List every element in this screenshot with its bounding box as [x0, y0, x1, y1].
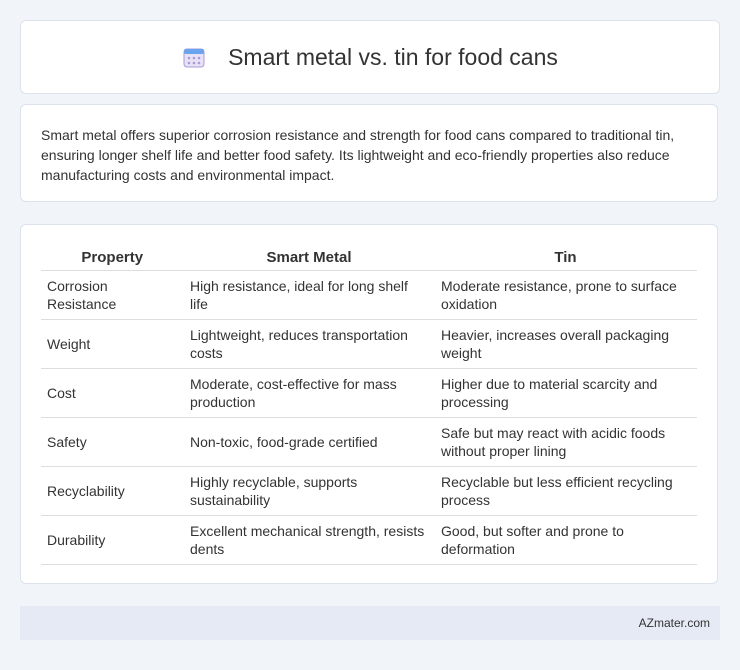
header: Smart metal vs. tin for food cans [20, 20, 720, 94]
cell: Heavier, increases overall packaging wei… [434, 319, 697, 369]
title: Smart metal vs. tin for food cans [228, 43, 558, 70]
icon [183, 48, 205, 68]
row: Durability Excellent mechanical strength,… [41, 515, 697, 565]
cell: Higher due to material scarcity and proc… [434, 368, 697, 418]
cell: Moderate, cost-effective for mass produc… [183, 368, 435, 418]
cell: Excellent mechanical strength, resists d… [183, 515, 435, 565]
row: Recyclability Highly recyclable, supports… [41, 466, 697, 516]
cell: Good, but softer and prone to deformatio… [434, 515, 697, 565]
row: Weight Lightweight, reduces transportatio… [41, 319, 697, 369]
row: Safety Non-toxic, food-grade certified Saf… [41, 417, 697, 467]
row: Corrosion Resistance High resistance, ide… [41, 270, 697, 320]
cell: Cost [41, 368, 184, 418]
column-header: Smart Metal [183, 245, 435, 271]
intro: Smart metal offers superior corrosion re… [20, 104, 718, 202]
column-header: Tin [434, 245, 697, 271]
cell: Safety [41, 417, 184, 467]
cell: Lightweight, reduces transportation cost… [183, 319, 435, 369]
cell: Recyclability [41, 466, 184, 516]
table-card: Property Smart Metal Tin Corrosion Resistan… [20, 224, 718, 584]
table: Property Smart Metal Tin Corrosion Resistan… [41, 245, 697, 565]
cell: Safe but may react with acidic foods wit… [434, 417, 697, 467]
row: Cost Moderate, cost-effective for mass pr… [41, 368, 697, 418]
column-header: Property [41, 245, 184, 271]
footer: AZmater.com [20, 606, 720, 640]
cell: Corrosion Resistance [41, 270, 184, 320]
cell: Highly recyclable, supports sustainabili… [183, 466, 435, 516]
cell: Recyclable but less efficient recycling … [434, 466, 697, 516]
cell: Non-toxic, food-grade certified [183, 417, 435, 467]
cell: High resistance, ideal for long shelf li… [183, 270, 435, 320]
cell: Moderate resistance, prone to surface ox… [434, 270, 697, 320]
cell: Weight [41, 319, 184, 369]
cell: Durability [41, 515, 184, 565]
